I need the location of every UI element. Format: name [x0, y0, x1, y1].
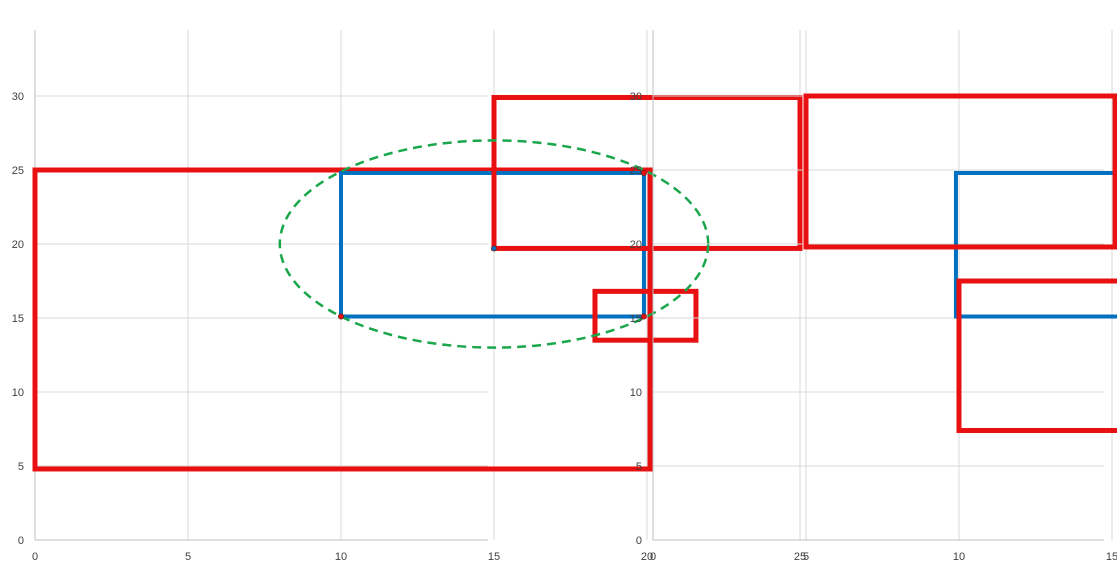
y-tick-label: 5	[18, 461, 24, 473]
y-tick-label: 10	[630, 387, 642, 399]
x-tick-label: 20	[641, 551, 653, 563]
x-tick-label: 15	[1106, 551, 1117, 563]
x-tick-label: 5	[185, 551, 191, 563]
y-tick-label: 15	[12, 313, 24, 325]
x-tick-label: 0	[650, 551, 656, 563]
right-chart: 0 5 10 15 20 25 30 0 5 10 15 20 25	[630, 30, 1117, 563]
red-rectangle	[592, 288, 699, 343]
y-tick-label: 30	[12, 91, 24, 103]
x-tick-label: 0	[32, 551, 38, 563]
x-tick-label: 15	[488, 551, 500, 563]
blue-point	[490, 245, 497, 252]
y-tick-label: 0	[636, 535, 642, 547]
red-point	[337, 313, 344, 320]
y-tick-label: 20	[12, 239, 24, 251]
y-tick-label: 25	[12, 165, 24, 177]
y-tick-label: 5	[636, 461, 642, 473]
y-tick-label: 10	[12, 387, 24, 399]
red-rectangle	[491, 94, 803, 251]
red-point	[640, 169, 647, 176]
y-tick-label: 20	[630, 239, 642, 251]
x-tick-label: 5	[803, 551, 809, 563]
x-tick-label: 25	[794, 551, 806, 563]
x-tick-label: 10	[953, 551, 965, 563]
red-rectangle	[803, 93, 1117, 250]
left-chart: 0 5 10 15 20 25 30 0 5 10 15 20 25	[12, 30, 806, 563]
y-tick-label: 25	[630, 165, 642, 177]
red-point	[640, 313, 647, 320]
y-tick-label: 0	[18, 535, 24, 547]
y-tick-label: 30	[630, 91, 642, 103]
x-tick-label: 10	[335, 551, 347, 563]
red-rectangle	[956, 278, 1117, 433]
y-tick-label: 15	[630, 313, 642, 325]
